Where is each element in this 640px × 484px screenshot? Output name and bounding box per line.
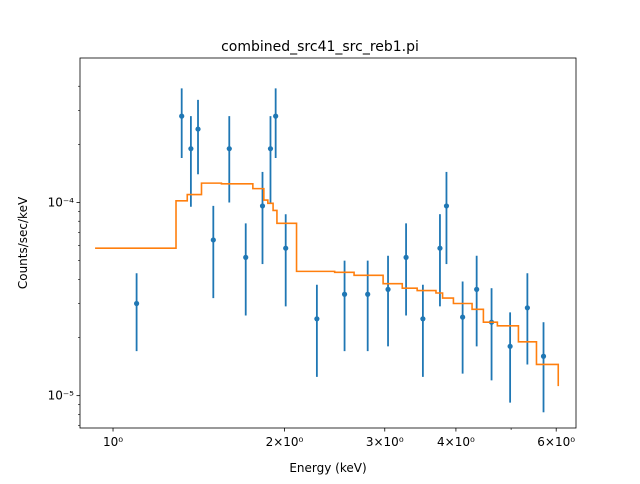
data-point bbox=[420, 316, 426, 322]
axis-ticks: 10⁰ 2×10⁰ 3×10⁰ 4×10⁰ 6×10⁰ 10⁻⁴ 10⁻⁵ bbox=[48, 85, 575, 449]
data-point bbox=[437, 245, 443, 251]
data-point bbox=[443, 203, 450, 209]
x-axis-label: Energy (keV) bbox=[289, 461, 366, 475]
data-point bbox=[259, 203, 266, 209]
data-point bbox=[267, 146, 274, 152]
data-point bbox=[507, 343, 513, 349]
data-point bbox=[195, 126, 201, 132]
data-point bbox=[283, 245, 289, 251]
data-point bbox=[210, 237, 216, 243]
chart-title: combined_src41_src_reb1.pi bbox=[221, 39, 419, 55]
data-point bbox=[385, 286, 391, 292]
data-point bbox=[341, 291, 348, 297]
x-tick-label: 6×10⁰ bbox=[537, 435, 575, 449]
data-point bbox=[134, 300, 140, 307]
data-point bbox=[243, 254, 249, 260]
data-point bbox=[179, 113, 185, 119]
x-tick-label: 4×10⁰ bbox=[437, 435, 475, 449]
data-point bbox=[273, 113, 279, 119]
data-point bbox=[403, 254, 409, 260]
model-step-line bbox=[95, 182, 560, 387]
data-point bbox=[460, 314, 466, 320]
plot-area bbox=[95, 88, 560, 413]
y-tick-label: 10⁻⁵ bbox=[48, 389, 75, 403]
x-tick-label: 10⁰ bbox=[103, 435, 123, 449]
data-point bbox=[226, 146, 232, 152]
plot-frame bbox=[79, 57, 577, 429]
data-point bbox=[365, 291, 371, 297]
data-point bbox=[314, 316, 320, 322]
data-point bbox=[524, 305, 530, 311]
x-tick-label: 3×10⁰ bbox=[366, 435, 404, 449]
plot-content bbox=[95, 88, 560, 413]
y-axis-label: Counts/sec/keV bbox=[16, 196, 30, 289]
data-point bbox=[188, 146, 194, 152]
x-tick-label: 2×10⁰ bbox=[266, 435, 304, 449]
data-point bbox=[540, 353, 547, 359]
data-point bbox=[474, 286, 480, 292]
y-tick-label: 10⁻⁴ bbox=[48, 196, 75, 210]
